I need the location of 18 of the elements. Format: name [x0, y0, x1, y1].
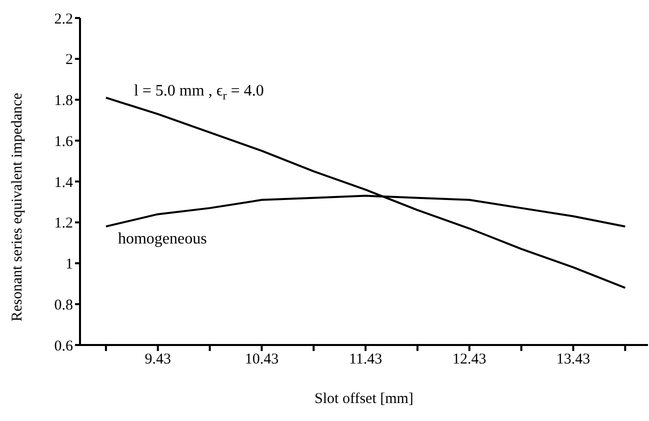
series-label: l = 5.0 mm , ϵ$_{r}$ = 4.0 [134, 82, 264, 103]
y-tick-label: 2.2 [54, 11, 73, 28]
series-label: homogeneous [118, 230, 207, 248]
y-tick-label: 1.2 [54, 216, 73, 232]
y-tick-label: 1.4 [54, 174, 74, 191]
y-tick-label: 1 [66, 256, 73, 273]
y-axis-title: Resonant series equivalent impedance [9, 92, 26, 322]
y-tick-label: 1.8 [54, 93, 73, 110]
x-tick-label: 11.43 [348, 352, 382, 368]
x-tick-label: 12.43 [452, 352, 486, 368]
y-tick-label: 0.8 [54, 297, 73, 314]
x-tick-label: 9.43 [144, 352, 172, 368]
y-tick-label: 0.6 [54, 338, 74, 354]
x-axis-title: Slot offset [mm] [314, 391, 414, 407]
x-tick-label: 10.43 [244, 352, 279, 368]
x-tick-label: 13.43 [556, 352, 590, 368]
y-tick-label: 2 [66, 52, 73, 68]
y-tick-label: 1.6 [54, 134, 74, 150]
